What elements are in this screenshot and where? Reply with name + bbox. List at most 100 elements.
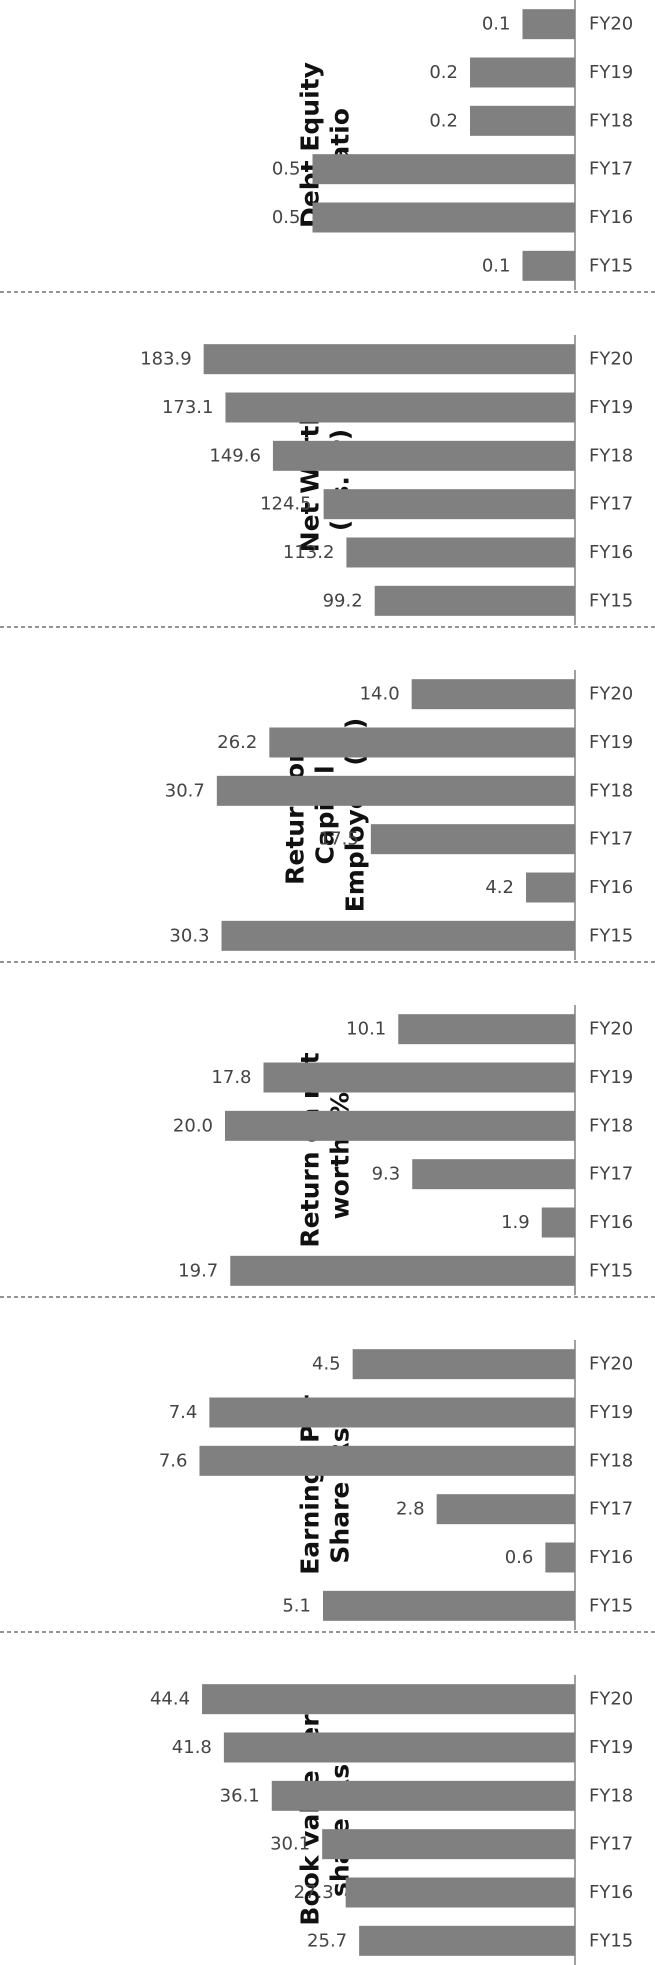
value-label: 26.2 — [217, 732, 257, 753]
bar — [470, 57, 575, 88]
category-label: FY19 — [589, 62, 633, 83]
category-label: FY20 — [589, 349, 633, 370]
category-label: FY16 — [589, 1212, 633, 1233]
bar — [312, 202, 575, 233]
category-label: FY19 — [589, 732, 633, 753]
value-label: 0.2 — [429, 110, 458, 131]
bar — [412, 1159, 575, 1190]
value-label: 2.8 — [396, 1499, 425, 1520]
value-label: 7.4 — [169, 1402, 198, 1423]
chart-panel: Return on Capital Employed (%)FY1530.3FY16… — [0, 670, 655, 963]
bar — [203, 344, 576, 375]
category-label: FY16 — [589, 542, 633, 563]
chart-title: worth (%) — [326, 1081, 355, 1220]
bar — [322, 1829, 575, 1860]
value-label: 27.3 — [294, 1882, 334, 1903]
value-label: 17.5 — [319, 829, 359, 850]
chart-panel: Earnings Per Share (Rs.)FY155.1FY160.6FY1… — [0, 1340, 655, 1633]
bar — [225, 392, 575, 423]
chart-panel: Net Worth (Rs. cr)FY1599.2FY16113.2FY1712… — [0, 335, 655, 628]
value-label: 0.5 — [272, 207, 301, 228]
value-label: 5.1 — [282, 1595, 311, 1616]
value-label: 0.1 — [482, 255, 511, 276]
value-label: 99.2 — [323, 590, 363, 611]
bar — [526, 872, 575, 903]
category-label: FY18 — [589, 445, 633, 466]
value-label: 30.7 — [165, 780, 205, 801]
bar — [345, 1877, 575, 1908]
bar — [223, 1732, 575, 1763]
value-label: 124.5 — [260, 494, 312, 515]
bar — [398, 1014, 575, 1045]
value-label: 44.4 — [150, 1689, 190, 1710]
bar — [199, 1445, 575, 1476]
bar — [374, 585, 576, 616]
category-label: FY18 — [589, 1450, 633, 1471]
value-label: 0.2 — [429, 62, 458, 83]
value-label: 113.2 — [283, 542, 335, 563]
category-label: FY19 — [589, 397, 633, 418]
value-label: 0.5 — [272, 159, 301, 180]
category-label: FY17 — [589, 1834, 633, 1855]
category-label: FY19 — [589, 1067, 633, 1088]
category-label: FY18 — [589, 1115, 633, 1136]
category-label: FY20 — [589, 1019, 633, 1040]
value-label: 4.2 — [485, 877, 514, 898]
value-label: 183.9 — [140, 349, 192, 370]
category-label: FY15 — [589, 925, 633, 946]
value-label: 41.8 — [172, 1737, 212, 1758]
value-label: 14.0 — [360, 684, 400, 705]
bar — [269, 727, 575, 758]
category-label: FY17 — [589, 1164, 633, 1185]
category-label: FY19 — [589, 1402, 633, 1423]
value-label: 0.1 — [482, 14, 511, 35]
bar — [312, 154, 575, 185]
chart-panel: Book value per share (Rs.)FY1525.7FY1627.… — [150, 1675, 633, 1965]
value-label: 36.1 — [220, 1785, 260, 1806]
bar — [202, 1684, 575, 1715]
bar — [522, 250, 575, 281]
value-label: 30.1 — [270, 1834, 310, 1855]
chart-title: share (Rs.) — [326, 1743, 355, 1897]
category-label: FY17 — [589, 829, 633, 850]
bar — [522, 9, 575, 40]
bar — [225, 1110, 575, 1141]
value-label: 19.7 — [178, 1260, 218, 1281]
bar — [263, 1062, 575, 1093]
category-label: FY17 — [589, 494, 633, 515]
chart-panel: Debt Equity RatioFY150.1FY160.5FY170.5FY1… — [0, 0, 655, 293]
category-label: FY20 — [589, 1354, 633, 1375]
value-label: 17.8 — [211, 1067, 251, 1088]
value-label: 30.3 — [169, 925, 209, 946]
bar — [216, 775, 575, 806]
bar — [545, 1542, 576, 1573]
bar — [436, 1494, 575, 1525]
category-label: FY17 — [589, 1499, 633, 1520]
category-label: FY18 — [589, 110, 633, 131]
category-label: FY16 — [589, 1547, 633, 1568]
category-label: FY20 — [589, 14, 633, 35]
value-label: 20.0 — [173, 1115, 213, 1136]
bar — [271, 1780, 575, 1811]
bar — [323, 489, 575, 520]
category-label: FY15 — [589, 590, 633, 611]
chart-title: Debt Equity — [296, 62, 325, 228]
category-label: FY18 — [589, 1785, 633, 1806]
bar — [352, 1349, 575, 1380]
category-label: FY15 — [589, 1260, 633, 1281]
value-label: 4.5 — [312, 1354, 341, 1375]
value-label: 25.7 — [307, 1930, 347, 1951]
category-label: FY19 — [589, 1737, 633, 1758]
category-label: FY16 — [589, 207, 633, 228]
category-label: FY17 — [589, 159, 633, 180]
value-label: 1.9 — [501, 1212, 530, 1233]
bar — [541, 1207, 575, 1238]
bar — [411, 679, 575, 710]
bar — [230, 1255, 575, 1286]
chart-title: Return on — [281, 745, 310, 885]
bar — [323, 1590, 575, 1621]
value-label: 7.6 — [159, 1450, 188, 1471]
value-label: 9.3 — [372, 1164, 401, 1185]
category-label: FY15 — [589, 255, 633, 276]
